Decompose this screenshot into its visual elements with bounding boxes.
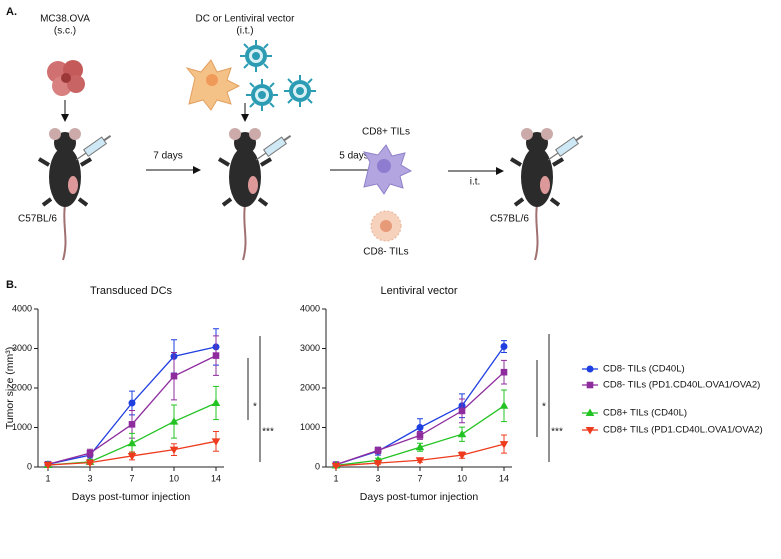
y-tick-label: 3000 [12, 343, 32, 353]
mouse-strain: C57BL/6 [18, 214, 57, 225]
dendritic-cell [185, 59, 241, 111]
y-tick-label: 2000 [300, 382, 320, 392]
data-point [331, 462, 341, 471]
data-point [43, 462, 53, 470]
data-point [457, 429, 467, 438]
cd8-neg-cell [370, 210, 402, 242]
virus [283, 74, 317, 108]
syringe [547, 134, 584, 161]
data-point [211, 398, 221, 407]
data-point [499, 441, 509, 449]
mouse [37, 126, 93, 262]
significance-label: * [253, 402, 257, 413]
y-tick-label: 3000 [300, 343, 320, 353]
panel-label: A. [6, 6, 17, 18]
data-point [169, 417, 179, 425]
virus [239, 39, 273, 73]
legend-label: CD8- TILs (CD40L) [603, 364, 685, 375]
y-axis-label: Tumor size (mm³) [4, 347, 16, 429]
data-point [374, 447, 382, 454]
x-tick-label: 7 [129, 473, 134, 483]
virus [245, 78, 279, 112]
vector-label: DC or Lentiviral vector [196, 14, 296, 25]
tumor-label: MC38.OVA [40, 14, 90, 25]
significance-label: *** [551, 427, 563, 438]
legend-label: CD8- TILs (PD1.CD40L.OVA1/OVA2) [603, 380, 760, 391]
data-point [127, 452, 137, 461]
y-tick-label: 0 [27, 461, 32, 471]
y-tick-label: 4000 [300, 303, 320, 313]
x-axis-label: Days post-tumor injection [360, 491, 479, 503]
chart-title: Transduced DCs [90, 285, 173, 297]
chart-title: Lentiviral vector [380, 285, 457, 297]
data-point [415, 457, 425, 465]
x-axis-label: Days post-tumor injection [72, 491, 191, 503]
syringe [255, 134, 292, 161]
data-point [212, 352, 220, 359]
significance-label: * [542, 402, 546, 413]
data-point [128, 399, 136, 407]
data-point [415, 442, 425, 451]
y-tick-label: 2000 [12, 382, 32, 392]
x-tick-label: 7 [417, 473, 422, 483]
y-tick-label: 0 [315, 461, 320, 471]
data-point [373, 460, 383, 468]
data-point [416, 424, 424, 431]
panel-label: B. [6, 279, 17, 291]
mouse-strain: C57BL/6 [490, 214, 529, 225]
x-tick-label: 1 [333, 473, 338, 483]
cell-label: CD8+ TILs [362, 127, 410, 138]
interval-label: 7 days [153, 151, 182, 162]
legend-marker [585, 408, 595, 416]
mouse [217, 126, 273, 262]
legend-marker [586, 381, 594, 389]
data-point [170, 372, 178, 380]
route-label: i.t. [470, 177, 481, 188]
tumor-cells [47, 60, 85, 96]
x-tick-label: 10 [169, 473, 179, 483]
cd8-pos-cell [362, 144, 413, 195]
significance-label: *** [262, 427, 274, 438]
data-point [211, 438, 221, 446]
syringe [75, 134, 112, 161]
legend-marker [585, 427, 595, 435]
y-tick-label: 4000 [12, 303, 32, 313]
data-point [457, 452, 467, 460]
mouse [509, 126, 565, 262]
vector-route: (i.t.) [236, 26, 253, 37]
data-point [128, 421, 136, 428]
data-point [127, 438, 137, 447]
data-point [500, 368, 508, 376]
legend-label: CD8+ TILs (PD1.CD40L.OVA1/OVA2) [603, 425, 763, 436]
cell-label: CD8- TILs [363, 247, 408, 258]
legend-marker [586, 365, 594, 373]
data-point [458, 407, 466, 415]
data-point [499, 401, 509, 409]
data-point [169, 446, 179, 455]
legend-label: CD8+ TILs (CD40L) [603, 408, 687, 419]
x-tick-label: 3 [375, 473, 380, 483]
data-point [86, 449, 94, 457]
data-point [500, 343, 508, 351]
data-point [416, 432, 424, 439]
x-tick-label: 14 [499, 473, 509, 483]
x-tick-label: 10 [457, 473, 467, 483]
x-tick-label: 1 [45, 473, 50, 483]
data-point [85, 459, 95, 468]
interval-label: 5 days [339, 151, 368, 162]
y-tick-label: 1000 [300, 422, 320, 432]
tumor-route: (s.c.) [54, 26, 76, 37]
x-tick-label: 3 [87, 473, 92, 483]
y-tick-label: 1000 [12, 422, 32, 432]
x-tick-label: 14 [211, 473, 221, 483]
